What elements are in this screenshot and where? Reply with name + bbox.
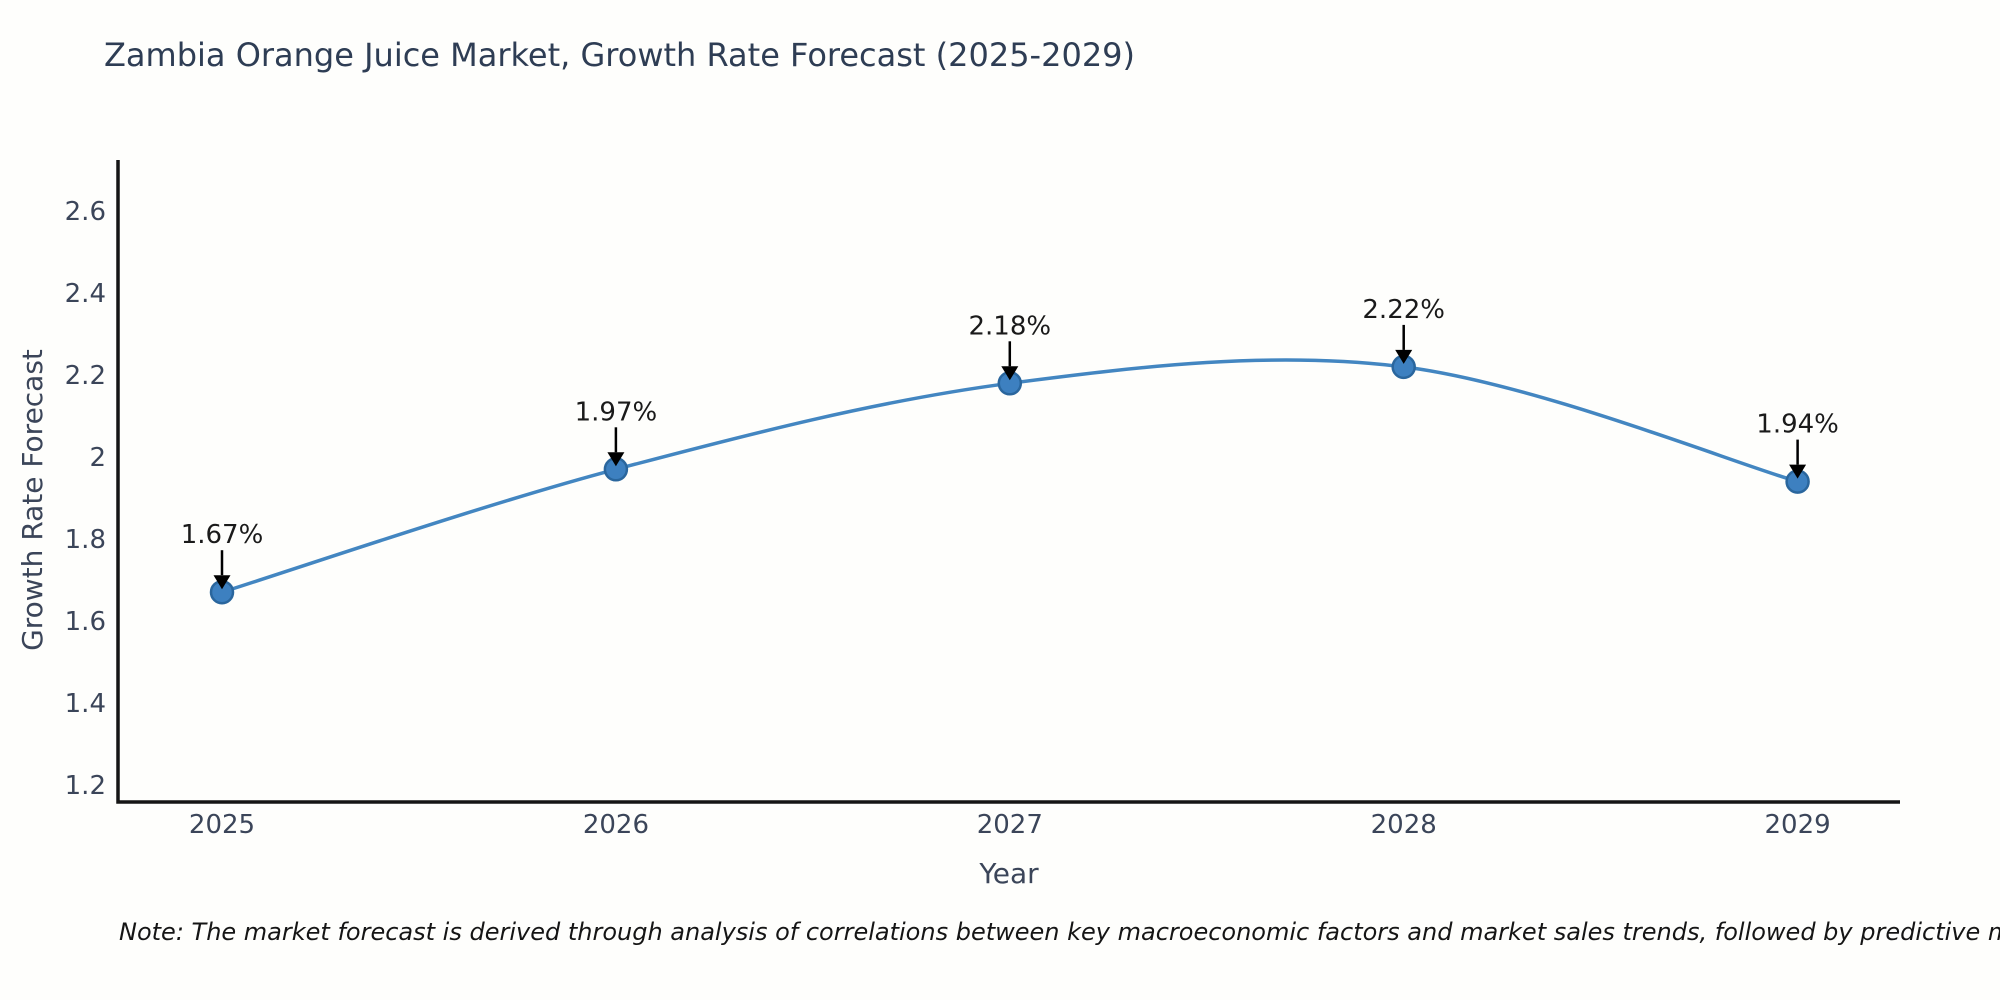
annotation-arrowhead (607, 452, 625, 467)
y-tick-label: 1.4 (65, 689, 106, 719)
annotation-arrowhead (1001, 366, 1019, 381)
x-tick-label: 2026 (583, 810, 649, 840)
annotation-arrowhead (1789, 464, 1807, 479)
data-point-label: 2.18% (968, 311, 1051, 341)
y-tick-label: 1.6 (65, 607, 106, 637)
y-axis-title: Growth Rate Forecast (16, 349, 49, 651)
data-point-label: 2.22% (1362, 295, 1445, 325)
data-point-label: 1.97% (575, 397, 658, 427)
x-tick-label: 2029 (1765, 810, 1831, 840)
y-tick-label: 2.6 (65, 197, 106, 227)
annotation-arrowhead (1395, 349, 1413, 364)
y-tick-label: 2 (89, 443, 106, 473)
x-axis-title: Year (978, 857, 1039, 890)
y-tick-label: 1.2 (65, 771, 106, 801)
x-tick-label: 2027 (977, 810, 1043, 840)
data-point-label: 1.94% (1756, 410, 1839, 440)
y-tick-label: 2.2 (65, 361, 106, 391)
x-tick-label: 2025 (189, 810, 255, 840)
axis-spines (116, 160, 1900, 804)
x-tick-label: 2028 (1371, 810, 1437, 840)
annotation-arrowhead (213, 575, 231, 590)
y-tick-label: 2.4 (65, 279, 106, 309)
footnote: Note: The market forecast is derived thr… (119, 918, 2000, 946)
y-tick-label: 1.8 (65, 525, 106, 555)
data-point-label: 1.67% (181, 520, 264, 550)
chart-title: Zambia Orange Juice Market, Growth Rate … (104, 36, 1136, 74)
